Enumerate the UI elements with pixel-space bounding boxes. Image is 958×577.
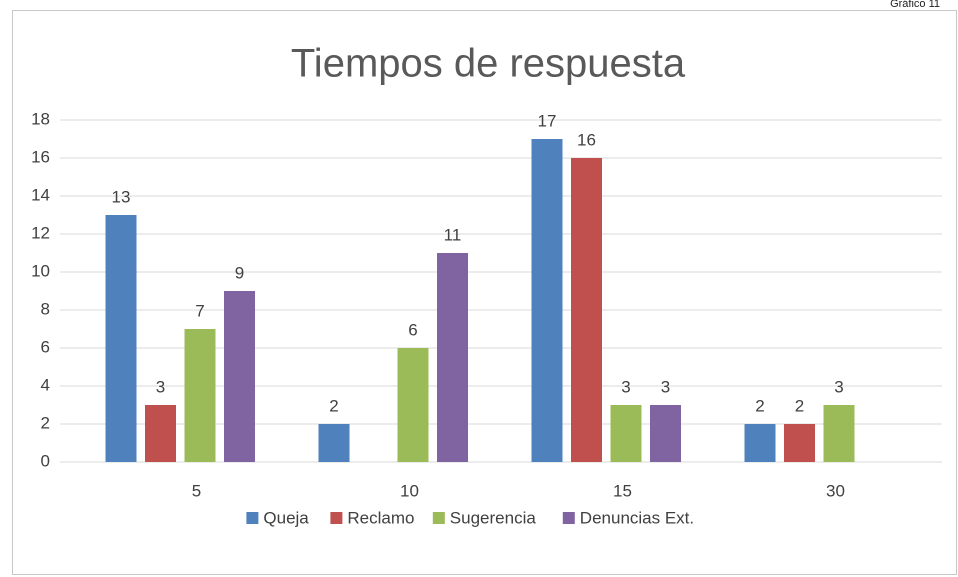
y-tick-label: 16	[31, 147, 50, 166]
bar	[744, 424, 776, 462]
x-tick-label: 10	[400, 481, 419, 500]
data-label: 13	[112, 187, 131, 206]
legend-swatch	[246, 512, 259, 524]
chart-frame	[12, 10, 957, 575]
y-tick-label: 2	[41, 413, 50, 432]
legend-swatch	[330, 512, 343, 524]
bar	[571, 158, 602, 462]
bar	[397, 348, 429, 462]
legend-swatch	[432, 512, 445, 524]
legend-label: Queja	[263, 508, 309, 527]
legend-label: Sugerencia	[450, 508, 537, 527]
x-tick-label: 30	[826, 481, 845, 500]
bar	[437, 253, 468, 462]
legend-label: Denuncias Ext.	[580, 508, 694, 527]
bar	[318, 424, 350, 462]
y-tick-label: 4	[41, 375, 50, 394]
y-tick-label: 0	[41, 451, 50, 470]
data-label: 16	[577, 130, 596, 149]
legend-swatch	[562, 512, 575, 524]
bar	[650, 405, 681, 462]
bar	[145, 405, 176, 462]
chart-title: Tiempos de respuesta	[291, 42, 686, 86]
data-label: 7	[195, 301, 204, 320]
bar	[823, 405, 855, 462]
data-label: 3	[621, 377, 630, 396]
y-tick-label: 8	[41, 299, 50, 318]
data-label: 6	[408, 320, 417, 339]
x-tick-label: 15	[613, 481, 632, 500]
bar	[105, 215, 137, 462]
legend-label: Reclamo	[347, 508, 414, 527]
bar	[224, 291, 255, 462]
bar	[184, 329, 216, 462]
bar	[531, 139, 563, 462]
y-tick-label: 10	[31, 261, 50, 280]
y-tick-label: 14	[31, 185, 50, 204]
data-label: 3	[661, 377, 670, 396]
x-tick-label: 5	[192, 481, 201, 500]
data-label: 2	[755, 396, 764, 415]
y-tick-label: 6	[41, 337, 50, 356]
data-label: 11	[444, 225, 462, 244]
y-tick-label: 12	[31, 223, 50, 242]
data-label: 17	[538, 111, 557, 130]
data-label: 3	[156, 377, 165, 396]
data-label: 2	[329, 396, 338, 415]
chart-note: Gráfico 11	[890, 0, 940, 10]
y-tick-label: 18	[31, 109, 50, 128]
data-label: 9	[235, 263, 244, 282]
bar	[610, 405, 642, 462]
data-label: 2	[795, 396, 804, 415]
bar	[784, 424, 815, 462]
data-label: 3	[834, 377, 843, 396]
